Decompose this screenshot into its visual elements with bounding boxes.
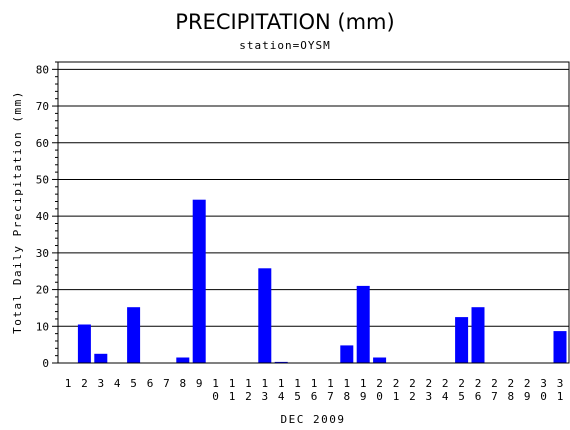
x-tick-label-13: 1 bbox=[261, 377, 268, 390]
x-tick-label-17: 1 bbox=[327, 377, 334, 390]
chart-subtitle: station=OYSM bbox=[239, 39, 330, 52]
bar-day-14 bbox=[274, 361, 288, 363]
x-tick-label-21: 1 bbox=[393, 390, 400, 403]
plot-frame bbox=[57, 61, 570, 364]
x-tick-label-7: 7 bbox=[163, 377, 170, 390]
x-tick-label-28: 2 bbox=[507, 377, 514, 390]
x-tick-label-22: 2 bbox=[409, 390, 416, 403]
bar-day-25 bbox=[455, 317, 469, 363]
y-tick-label: 30 bbox=[36, 247, 49, 260]
x-tick-label-22: 2 bbox=[409, 377, 416, 390]
gridlines bbox=[58, 68, 569, 327]
bar-day-5 bbox=[127, 307, 141, 363]
bar-day-2 bbox=[77, 324, 91, 363]
bar-day-18 bbox=[340, 345, 354, 363]
bar-day-8 bbox=[176, 357, 190, 363]
x-tick-label-29: 9 bbox=[524, 390, 531, 403]
bar-day-19 bbox=[356, 285, 370, 363]
bar-day-26 bbox=[471, 307, 485, 363]
x-tick-label-9: 9 bbox=[196, 377, 203, 390]
x-tick-label-3: 3 bbox=[97, 377, 104, 390]
x-tick-label-25: 5 bbox=[458, 390, 465, 403]
bar-day-3 bbox=[94, 353, 108, 363]
x-tick-label-16: 6 bbox=[311, 390, 318, 403]
x-tick-label-31: 1 bbox=[557, 390, 564, 403]
x-tick-label-18: 1 bbox=[343, 377, 350, 390]
x-tick-label-12: 1 bbox=[245, 377, 252, 390]
x-tick-label-10: 0 bbox=[212, 390, 219, 403]
x-tick-label-27: 7 bbox=[491, 390, 498, 403]
x-tick-label-23: 3 bbox=[425, 390, 432, 403]
x-tick-label-24: 2 bbox=[442, 377, 449, 390]
x-tick-label-13: 3 bbox=[261, 390, 268, 403]
y-tick-label: 60 bbox=[36, 137, 49, 150]
y-tick-label: 20 bbox=[36, 284, 49, 297]
x-tick-label-19: 9 bbox=[360, 390, 367, 403]
x-tick-label-26: 6 bbox=[475, 390, 482, 403]
bar-day-9 bbox=[192, 199, 206, 363]
x-tick-label-11: 1 bbox=[229, 390, 236, 403]
x-tick-label-11: 1 bbox=[229, 377, 236, 390]
x-tick-label-29: 2 bbox=[524, 377, 531, 390]
bars bbox=[77, 199, 567, 363]
x-tick-label-16: 1 bbox=[311, 377, 318, 390]
x-tick-label-6: 6 bbox=[147, 377, 154, 390]
x-tick-label-24: 4 bbox=[442, 390, 449, 403]
y-tick-label: 50 bbox=[36, 173, 49, 186]
x-tick-label-30: 0 bbox=[540, 390, 547, 403]
x-tick-label-27: 2 bbox=[491, 377, 498, 390]
x-tick-label-2: 2 bbox=[81, 377, 88, 390]
x-tick-label-1: 1 bbox=[65, 377, 72, 390]
x-tick-label-4: 4 bbox=[114, 377, 121, 390]
y-tick-label: 0 bbox=[42, 357, 49, 370]
bar-day-31 bbox=[553, 331, 567, 363]
x-tick-label-21: 2 bbox=[393, 377, 400, 390]
x-tick-label-25: 2 bbox=[458, 377, 465, 390]
y-tick-label: 70 bbox=[36, 100, 49, 113]
y-axis-label: Total Daily Precipitation (mm) bbox=[11, 90, 24, 334]
x-tick-label-17: 7 bbox=[327, 390, 334, 403]
x-tick-label-15: 5 bbox=[294, 390, 301, 403]
x-tick-label-20: 0 bbox=[376, 390, 383, 403]
x-tick-label-23: 2 bbox=[425, 377, 432, 390]
x-tick-label-5: 5 bbox=[130, 377, 137, 390]
x-tick-label-14: 1 bbox=[278, 377, 285, 390]
x-tick-label-26: 2 bbox=[475, 377, 482, 390]
x-axis-ticks: 1 2 3 4 5 6 7 8 9 1011121314151617181920212223242… bbox=[65, 377, 564, 403]
x-tick-label-20: 2 bbox=[376, 377, 383, 390]
x-tick-label-8: 8 bbox=[179, 377, 186, 390]
chart-title: PRECIPITATION (mm) bbox=[175, 10, 394, 34]
x-tick-label-12: 2 bbox=[245, 390, 252, 403]
bar-day-20 bbox=[373, 357, 387, 363]
y-tick-label: 10 bbox=[36, 320, 49, 333]
x-tick-label-15: 1 bbox=[294, 377, 301, 390]
x-tick-label-18: 8 bbox=[343, 390, 350, 403]
x-tick-label-19: 1 bbox=[360, 377, 367, 390]
x-tick-label-14: 4 bbox=[278, 390, 285, 403]
x-tick-label-28: 8 bbox=[507, 390, 514, 403]
x-axis-label: DEC 2009 bbox=[281, 413, 346, 426]
x-tick-label-31: 3 bbox=[557, 377, 564, 390]
y-tick-label: 40 bbox=[36, 210, 49, 223]
y-tick-label: 80 bbox=[36, 63, 49, 76]
bar-day-13 bbox=[258, 268, 272, 363]
x-tick-label-10: 1 bbox=[212, 377, 219, 390]
x-tick-label-30: 3 bbox=[540, 377, 547, 390]
y-axis-ticks: 0 10 20 30 40 50 60 70 80 bbox=[36, 61, 58, 370]
